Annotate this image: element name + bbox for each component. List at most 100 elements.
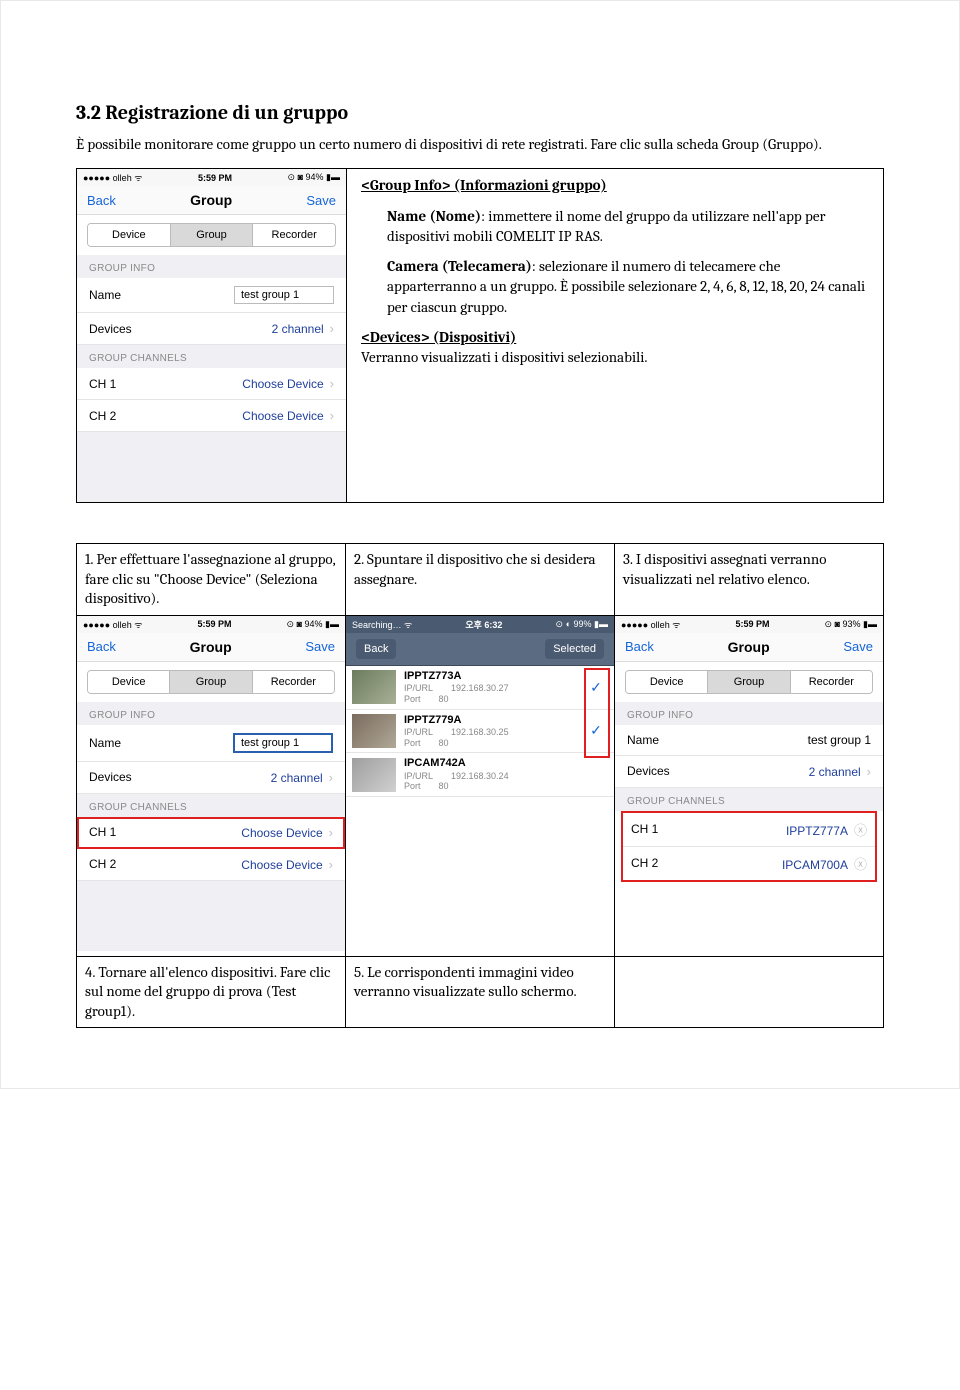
- name-label: Name: [89, 736, 121, 750]
- navbar: Back Group Save: [615, 633, 883, 662]
- sb-carrier: Searching… ᯤ: [352, 618, 412, 631]
- chevron-icon: ›: [329, 857, 333, 872]
- nav-title: Group: [728, 639, 770, 655]
- ch1-value: Choose Device: [241, 826, 322, 840]
- phone-step2: Searching… ᯤ 오후 6:32 ⊙ ◐ 99% ▮▬ Back Sel…: [346, 616, 614, 917]
- camera-thumb-icon: [352, 670, 396, 704]
- camera-thumb-icon: [352, 758, 396, 792]
- remove-icon[interactable]: ⓧ: [854, 823, 867, 838]
- seg-group[interactable]: Group: [707, 671, 789, 693]
- navbar: Back Group Save: [77, 186, 346, 215]
- seg-recorder[interactable]: Recorder: [790, 671, 872, 693]
- device-row[interactable]: IPPTZ773A IP/URL192.168.30.27 Port80 ✓: [346, 666, 614, 710]
- name-row[interactable]: Name test group 1: [615, 725, 883, 756]
- chevron-icon: ›: [329, 825, 333, 840]
- name-input[interactable]: test group 1: [234, 286, 334, 304]
- ch2-row[interactable]: CH 2 Choose Device ›: [77, 849, 345, 881]
- device-row[interactable]: IPPTZ779A IP/URL192.168.30.25 Port80 ✓: [346, 710, 614, 754]
- chevron-icon: ›: [867, 764, 871, 779]
- group-channels-header: GROUP CHANNELS: [77, 345, 346, 368]
- description-column: <Group Info> (Informazioni gruppo) Name …: [347, 169, 883, 502]
- devices-row[interactable]: Devices 2 channel›: [77, 313, 346, 345]
- ch2-label: CH 2: [631, 856, 658, 870]
- navbar: Back Selected: [346, 633, 614, 666]
- filler: [346, 797, 614, 917]
- segmented-control[interactable]: Device Group Recorder: [625, 670, 873, 694]
- save-button[interactable]: Save: [306, 193, 336, 208]
- chevron-icon: ›: [330, 408, 334, 423]
- screenshot-main: ●●●●● olleh ᯤ 5:59 PM ⊙ ◙ 94% ▮▬ Back Gr…: [77, 169, 347, 502]
- devices-label: Devices: [627, 764, 670, 778]
- save-button[interactable]: Save: [305, 639, 335, 654]
- chevron-icon: ›: [330, 321, 334, 336]
- sb-time: 5:59 PM: [198, 173, 232, 183]
- check-icon[interactable]: ✓: [584, 722, 608, 739]
- device-name: IPCAM742A: [404, 757, 576, 770]
- save-button[interactable]: Save: [843, 639, 873, 654]
- step6-empty: [615, 957, 883, 1015]
- device-row[interactable]: IPCAM742A IP/URL192.168.30.24 Port80: [346, 753, 614, 797]
- ch1-value: IPPTZ777A: [786, 824, 848, 838]
- check-icon[interactable]: ✓: [584, 679, 608, 696]
- ch1-label: CH 1: [89, 825, 116, 839]
- name-term: Name (Nome): [387, 207, 481, 225]
- ch1-row[interactable]: CH 1 Choose Device ›: [77, 817, 345, 849]
- devices-row[interactable]: Devices 2 channel›: [615, 756, 883, 788]
- nav-title: Group: [190, 639, 232, 655]
- ch2-label: CH 2: [89, 857, 116, 871]
- back-button[interactable]: Back: [356, 639, 396, 659]
- phone-main: ●●●●● olleh ᯤ 5:59 PM ⊙ ◙ 94% ▮▬ Back Gr…: [77, 169, 346, 502]
- name-row[interactable]: Name test group 1: [77, 278, 346, 313]
- ch2-row[interactable]: CH 2 IPCAM700A ⓧ: [623, 847, 875, 880]
- devices-text: Verranno visualizzati i dispositivi sele…: [361, 348, 647, 366]
- name-value: test group 1: [808, 733, 871, 747]
- back-button[interactable]: Back: [87, 193, 116, 208]
- devices-label: Devices: [89, 322, 132, 336]
- seg-device[interactable]: Device: [626, 671, 707, 693]
- devices-row[interactable]: Devices 2 channel›: [77, 762, 345, 794]
- statusbar: ●●●●● olleh ᯤ 5:59 PM ⊙ ◙ 93% ▮▬: [615, 616, 883, 633]
- device-name: IPPTZ773A: [404, 670, 576, 683]
- seg-group[interactable]: Group: [169, 671, 251, 693]
- step3-text: 3. I dispositivi assegnati verranno visu…: [615, 544, 883, 602]
- remove-icon[interactable]: ⓧ: [854, 857, 867, 872]
- ch1-row[interactable]: CH 1 IPPTZ777Aⓧ: [623, 813, 875, 847]
- sb-battery: ⊙ ◐ 99% ▮▬: [556, 619, 608, 630]
- segmented-control[interactable]: Device Group Recorder: [87, 670, 335, 694]
- segmented-control[interactable]: Device Group Recorder: [87, 223, 336, 247]
- ch1-row[interactable]: CH 1 Choose Device›: [77, 368, 346, 400]
- sb-carrier: ●●●●● olleh ᯤ: [621, 618, 680, 631]
- chevron-icon: ›: [329, 770, 333, 785]
- camera-thumb-icon: [352, 714, 396, 748]
- back-button[interactable]: Back: [87, 639, 116, 654]
- page: 3.2 Registrazione di un gruppo È possibi…: [0, 0, 960, 1089]
- step4-text: 4. Tornare all'elenco dispositivi. Fare …: [77, 957, 345, 1028]
- seg-group[interactable]: Group: [170, 224, 253, 246]
- phone-step3: ●●●●● olleh ᯤ 5:59 PM ⊙ ◙ 93% ▮▬ Back Gr…: [615, 616, 883, 956]
- sb-carrier: ●●●●● olleh ᯤ: [83, 171, 142, 184]
- ch2-row[interactable]: CH 2 Choose Device ›: [77, 400, 346, 432]
- ch2-label: CH 2: [89, 409, 116, 423]
- name-row[interactable]: Name test group 1: [77, 725, 345, 762]
- filler: [615, 886, 883, 956]
- channel-block-highlight: CH 1 IPPTZ777Aⓧ CH 2 IPCAM700Aⓧ: [621, 811, 877, 882]
- name-input[interactable]: test group 1: [233, 733, 333, 753]
- seg-device[interactable]: Device: [88, 224, 170, 246]
- group-channels-header: GROUP CHANNELS: [615, 788, 883, 811]
- selected-button[interactable]: Selected: [545, 639, 604, 659]
- statusbar: ●●●●● olleh ᯤ 5:59 PM ⊙ ◙ 94% ▮▬: [77, 616, 345, 633]
- step1-text: 1. Per effettuare l'assegnazione al grup…: [77, 544, 345, 615]
- device-list: IPPTZ773A IP/URL192.168.30.27 Port80 ✓ I…: [346, 666, 614, 797]
- seg-recorder[interactable]: Recorder: [252, 224, 335, 246]
- ch2-value: Choose Device: [242, 409, 323, 423]
- seg-recorder[interactable]: Recorder: [252, 671, 334, 693]
- nav-title: Group: [190, 192, 232, 208]
- ch2-value: Choose Device: [241, 858, 322, 872]
- ch2-value: IPCAM700A: [782, 858, 848, 872]
- seg-device[interactable]: Device: [88, 671, 169, 693]
- chevron-icon: ›: [330, 376, 334, 391]
- back-button[interactable]: Back: [625, 639, 654, 654]
- camera-term: Camera (Telecamera): [387, 257, 532, 275]
- ch1-value: Choose Device: [242, 377, 323, 391]
- device-info: IPPTZ779A IP/URL192.168.30.25 Port80: [404, 714, 576, 749]
